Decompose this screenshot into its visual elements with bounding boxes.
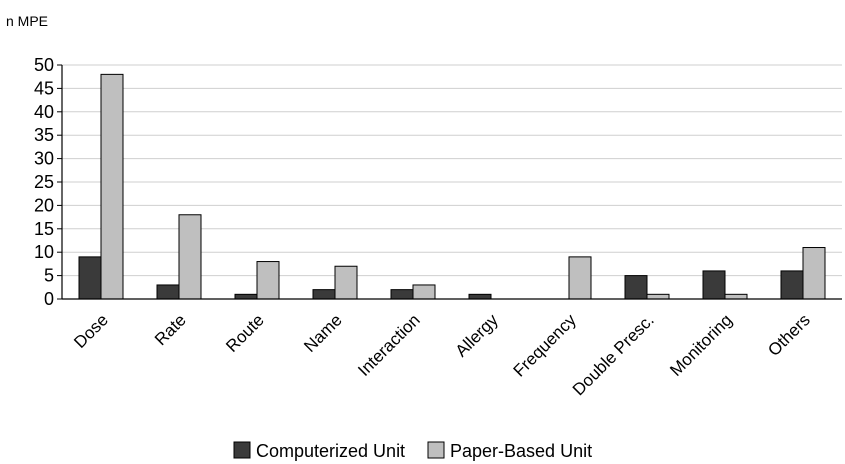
y-tick-label: 25 (34, 172, 54, 192)
x-category-label: Allergy (452, 310, 503, 361)
x-category-label: Route (222, 310, 268, 356)
bar-paper-based-double-presc (646, 293, 670, 300)
x-category-label: Rate (151, 310, 190, 349)
bar-computerized-allergy (468, 293, 492, 300)
y-tick-label: 15 (34, 219, 54, 239)
y-tick-label: 40 (34, 102, 54, 122)
bar-computerized-interaction (390, 289, 414, 300)
bar-paper-based-rate (178, 214, 202, 300)
y-axis-label: n MPE (6, 13, 48, 29)
y-tick-label: 10 (34, 242, 54, 262)
y-tick-label: 45 (34, 78, 54, 98)
bar-paper-based-interaction (412, 284, 436, 300)
bar-computerized-double-presc (624, 275, 648, 300)
bar-paper-based-others (802, 247, 826, 300)
bar-computerized-others (780, 270, 804, 300)
legend-swatch (233, 441, 251, 459)
legend-label: Paper-Based Unit (450, 441, 592, 461)
bar-computerized-route (234, 293, 258, 300)
x-category-label: Monitoring (666, 310, 736, 380)
bar-paper-based-dose (100, 73, 124, 300)
legend-label: Computerized Unit (256, 441, 405, 461)
bar-computerized-rate (156, 284, 180, 300)
bar-computerized-monitoring (702, 270, 726, 300)
x-category-label: Double Presc. (569, 310, 658, 399)
legend: Computerized Unit Paper-Based Unit (233, 441, 592, 461)
y-tick-label: 5 (44, 266, 54, 286)
y-tick-label: 20 (34, 195, 54, 215)
y-axis-ticks: 0 5 10 15 20 25 30 35 40 45 50 (34, 55, 62, 309)
bar-computerized-name (312, 289, 336, 300)
axes (61, 65, 842, 300)
bar-computerized-dose (78, 256, 102, 300)
x-category-label: Dose (70, 310, 111, 351)
bars (78, 73, 826, 300)
x-category-label: Others (764, 310, 814, 360)
x-category-label: Name (300, 310, 346, 356)
y-tick-label: 50 (34, 55, 54, 75)
x-category-label: Interaction (354, 310, 424, 380)
bar-paper-based-monitoring (724, 293, 748, 300)
y-tick-label: 30 (34, 149, 54, 169)
x-category-label: Frequency (510, 310, 581, 381)
bar-paper-based-frequency (568, 256, 592, 300)
y-tick-label: 0 (44, 289, 54, 309)
legend-swatch (427, 441, 445, 459)
x-axis-categories: Dose Rate Route Name Interaction Allergy Frequ… (70, 310, 813, 399)
bar-paper-based-route (256, 261, 280, 300)
bar-paper-based-name (334, 265, 358, 300)
y-tick-label: 35 (34, 125, 54, 145)
